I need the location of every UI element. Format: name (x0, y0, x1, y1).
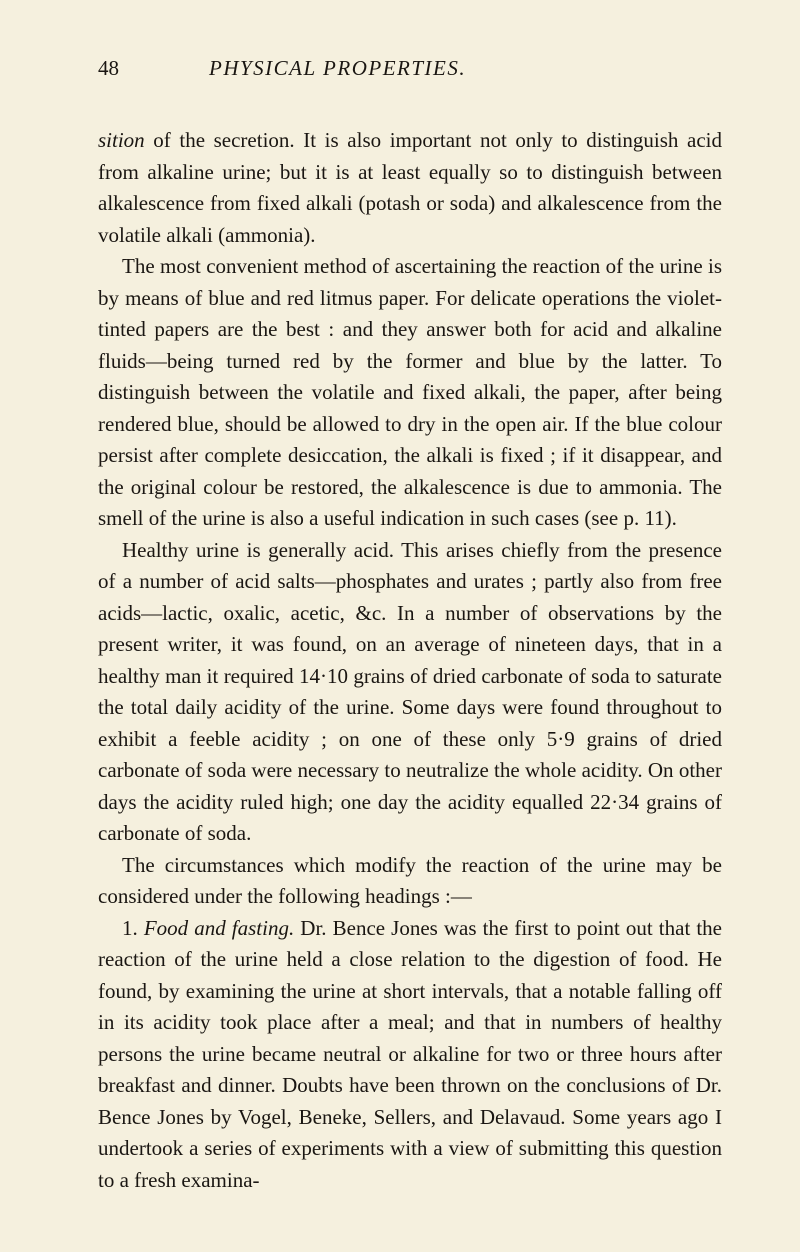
page-number: 48 (98, 56, 119, 81)
paragraph-2: The most convenient method of ascertaini… (98, 251, 722, 535)
paragraph-4: The circumstances which modify the react… (98, 850, 722, 913)
paragraph-5: 1. Food and fasting. Dr. Bence Jones was… (98, 913, 722, 1197)
paragraph-1: sition of the secretion. It is also impo… (98, 125, 722, 251)
paragraph-1-text: of the secretion. It is also important n… (98, 128, 722, 247)
running-title: PHYSICAL PROPERTIES. (209, 56, 466, 81)
section-heading: Food and fasting. (144, 916, 294, 940)
list-number: 1. (122, 916, 144, 940)
continuation-word: sition (98, 128, 145, 152)
page-header: 48 PHYSICAL PROPERTIES. (98, 56, 722, 81)
body-text: sition of the secretion. It is also impo… (98, 125, 722, 1196)
paragraph-3: Healthy urine is generally acid. This ar… (98, 535, 722, 850)
paragraph-5-text: Dr. Bence Jones was the first to point o… (98, 916, 722, 1192)
page-container: 48 PHYSICAL PROPERTIES. sition of the se… (0, 0, 800, 1252)
